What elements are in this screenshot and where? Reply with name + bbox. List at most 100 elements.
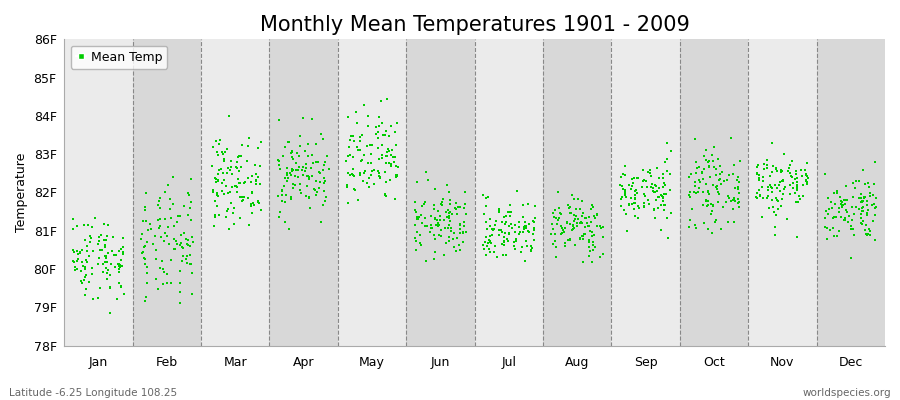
Point <box>183 243 197 249</box>
Point <box>760 162 775 169</box>
Point <box>78 265 93 271</box>
Point <box>150 217 165 223</box>
Point <box>383 152 398 158</box>
Point <box>97 237 112 244</box>
Point <box>115 263 130 270</box>
Point <box>153 205 167 211</box>
Point <box>858 194 872 200</box>
Point <box>842 213 856 219</box>
Point <box>296 114 310 121</box>
Point <box>482 232 497 239</box>
Point <box>167 246 182 252</box>
Point <box>219 183 233 190</box>
Point <box>409 209 423 216</box>
Point <box>651 194 665 200</box>
Point <box>631 214 645 221</box>
Point <box>634 184 649 190</box>
Point <box>345 171 359 177</box>
Point <box>427 256 441 262</box>
Point <box>596 234 610 240</box>
Point <box>495 219 509 226</box>
Point <box>476 241 491 248</box>
Point <box>846 180 860 187</box>
Point <box>761 187 776 193</box>
Point <box>691 189 706 195</box>
Point <box>284 150 299 156</box>
Point <box>585 239 599 245</box>
Point <box>694 170 708 176</box>
Point <box>520 242 535 249</box>
Point <box>828 200 842 207</box>
Point <box>708 217 723 223</box>
Point <box>222 189 237 195</box>
Point <box>689 164 704 171</box>
Point <box>647 206 662 212</box>
Point <box>832 205 846 211</box>
Point <box>308 186 322 193</box>
Point <box>227 205 241 212</box>
Point <box>862 228 877 234</box>
Point <box>319 178 333 184</box>
Point <box>687 189 701 196</box>
Point <box>175 258 189 265</box>
Point <box>364 150 378 157</box>
Point <box>505 225 519 231</box>
Point <box>248 177 263 183</box>
Point <box>427 232 441 238</box>
Point <box>112 262 127 268</box>
Point <box>364 168 379 174</box>
Point <box>365 142 380 148</box>
Point <box>713 163 727 169</box>
Point <box>502 208 517 215</box>
Point <box>773 188 788 195</box>
Point <box>508 222 522 228</box>
Point <box>286 156 301 162</box>
Point <box>302 176 316 182</box>
Point <box>434 227 448 233</box>
Point <box>756 161 770 168</box>
Point <box>353 134 367 140</box>
Point <box>318 198 332 204</box>
Point <box>73 249 87 256</box>
Point <box>139 218 153 224</box>
Point <box>70 248 85 254</box>
Point <box>436 196 450 202</box>
Point <box>688 158 703 165</box>
Point <box>644 181 659 187</box>
Point <box>435 201 449 207</box>
Point <box>765 185 779 192</box>
Point <box>576 233 590 240</box>
Point <box>67 249 81 255</box>
Point <box>481 239 495 246</box>
Point <box>620 228 634 235</box>
Point <box>479 233 493 240</box>
Point <box>732 204 746 210</box>
Point <box>141 227 156 234</box>
Bar <box>816 39 885 346</box>
Point <box>561 237 575 243</box>
Point <box>658 159 672 166</box>
Point <box>552 215 566 221</box>
Point <box>774 196 788 202</box>
Point <box>588 215 602 221</box>
Point <box>79 271 94 278</box>
Point <box>566 225 580 232</box>
Point <box>384 122 399 129</box>
Point <box>437 224 452 231</box>
Point <box>503 202 517 208</box>
Point <box>305 173 320 180</box>
Point <box>110 296 124 302</box>
Point <box>769 195 783 201</box>
Point <box>284 196 299 203</box>
Point <box>628 200 643 206</box>
Point <box>240 194 255 201</box>
Point <box>651 205 665 211</box>
Point <box>77 264 92 270</box>
Y-axis label: Temperature: Temperature <box>15 153 28 232</box>
Point <box>652 194 666 200</box>
Point <box>411 216 426 222</box>
Point <box>768 182 782 188</box>
Point <box>443 197 457 204</box>
Point <box>134 236 148 242</box>
Point <box>551 216 565 223</box>
